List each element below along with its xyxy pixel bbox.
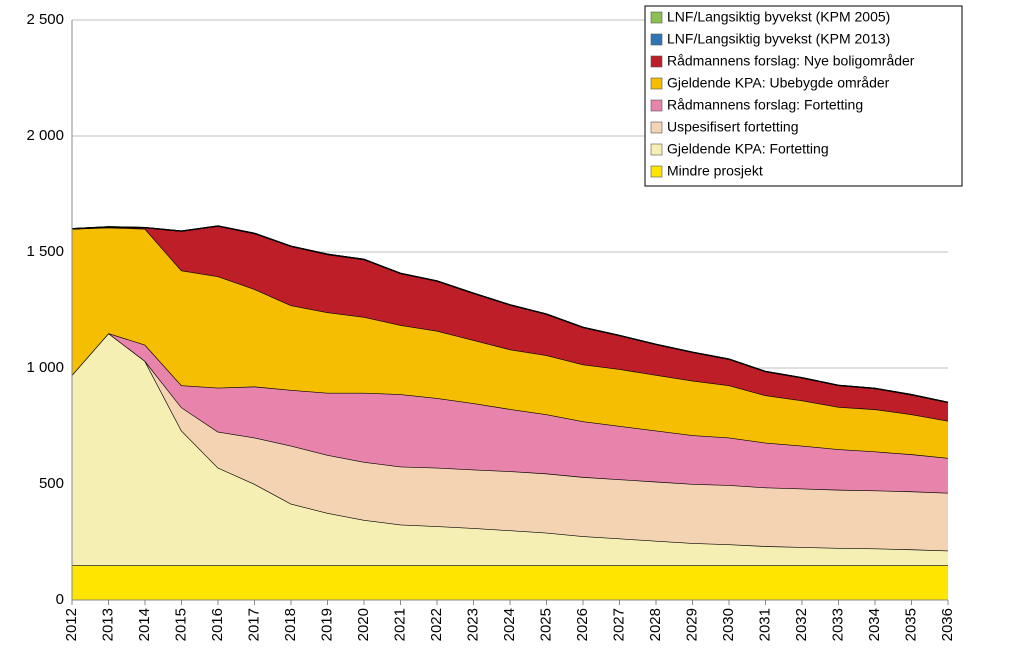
y-tick-label: 500 (39, 475, 64, 492)
y-tick-label: 1 500 (26, 243, 64, 260)
y-tick-label: 2 000 (26, 127, 64, 144)
legend-label: Uspesifisert fortetting (667, 119, 799, 135)
legend-swatch (650, 77, 663, 90)
legend-label: LNF/Langsiktig byvekst (KPM 2005) (667, 9, 890, 25)
x-tick-label: 2020 (355, 608, 372, 641)
x-tick-label: 2028 (647, 608, 664, 641)
x-tick-label: 2035 (902, 608, 919, 641)
x-tick-label: 2017 (245, 608, 262, 641)
legend-label: Mindre prosjekt (667, 163, 763, 179)
legend-swatch (650, 55, 663, 68)
x-tick-label: 2026 (574, 608, 591, 641)
legend-label: Gjeldende KPA: Ubebygde områder (667, 75, 890, 91)
area (72, 333, 948, 566)
x-tick-label: 2032 (793, 608, 810, 641)
x-tick-label: 2016 (209, 608, 226, 641)
y-tick-label: 1 000 (26, 359, 64, 376)
area (72, 333, 948, 493)
x-tick-label: 2023 (464, 608, 481, 641)
x-tick-label: 2025 (537, 608, 554, 641)
x-tick-label: 2018 (282, 608, 299, 641)
y-tick-label: 2 500 (26, 11, 64, 28)
legend-swatch (650, 33, 663, 46)
legend-swatch (650, 121, 663, 134)
x-tick-label: 2027 (610, 608, 627, 641)
y-tick-label: 0 (56, 591, 64, 608)
legend-swatch (650, 165, 663, 178)
legend-swatch (650, 143, 663, 156)
legend-label: Gjeldende KPA: Fortetting (667, 141, 829, 157)
x-tick-label: 2033 (829, 608, 846, 641)
x-tick-label: 2013 (99, 608, 116, 641)
legend-box (644, 5, 963, 187)
x-tick-label: 2014 (136, 608, 153, 641)
area (72, 227, 948, 459)
x-tick-label: 2030 (720, 608, 737, 641)
area (72, 565, 948, 600)
legend: LNF/Langsiktig byvekst (KPM 2005) LNF/Lan… (644, 5, 963, 187)
legend-swatch (650, 11, 663, 24)
x-tick-label: 2024 (501, 608, 518, 641)
x-tick-label: 2019 (318, 608, 335, 641)
x-tick-label: 2015 (172, 608, 189, 641)
x-tick-label: 2021 (391, 608, 408, 641)
area-outline (71, 225, 949, 403)
x-tick-label: 2012 (63, 608, 80, 641)
x-tick-label: 2031 (756, 608, 773, 641)
legend-swatch (650, 99, 663, 112)
x-tick-label: 2034 (866, 608, 883, 641)
legend-label: Rådmannens forslag: Fortetting (667, 97, 863, 113)
area (72, 226, 948, 421)
legend-label: Rådmannens forslag: Nye boligområder (667, 53, 915, 69)
x-tick-label: 2022 (428, 608, 445, 641)
legend-label: LNF/Langsiktig byvekst (KPM 2013) (667, 31, 890, 47)
x-tick-label: 2036 (939, 608, 956, 641)
x-tick-label: 2029 (683, 608, 700, 641)
area (72, 333, 948, 551)
